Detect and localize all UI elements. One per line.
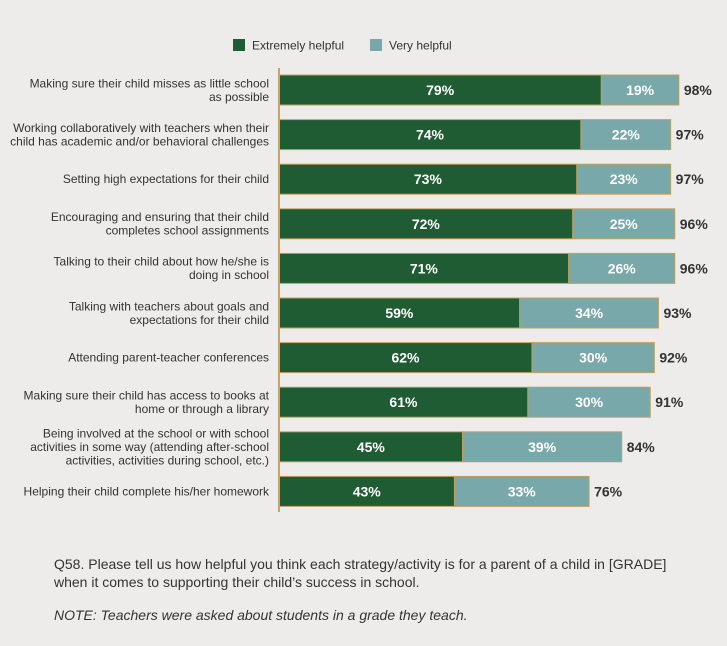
- bar-very-6: [519, 297, 659, 329]
- data-label-extremely-9: 45%: [357, 439, 386, 455]
- data-label-very-9: 39%: [528, 439, 557, 455]
- data-label-very-1: 19%: [626, 82, 655, 98]
- category-label-9: Being involved at the school or with sch…: [30, 426, 269, 467]
- total-label-1: 98%: [684, 82, 713, 98]
- data-label-extremely-3: 73%: [414, 171, 443, 187]
- bar-extremely-1: [278, 74, 602, 106]
- data-label-very-4: 25%: [610, 216, 639, 232]
- legend-label-1: Extremely helpful: [252, 39, 344, 53]
- total-label-3: 97%: [676, 171, 705, 187]
- bar-very-9: [462, 431, 623, 463]
- data-label-extremely-6: 59%: [385, 305, 414, 321]
- legend-label-2: Very helpful: [389, 39, 452, 53]
- bar-very-8: [527, 386, 651, 418]
- bar-very-3: [576, 163, 672, 195]
- data-label-extremely-2: 74%: [416, 127, 445, 143]
- data-label-extremely-4: 72%: [412, 216, 441, 232]
- total-label-5: 96%: [680, 260, 709, 276]
- bar-very-7: [531, 342, 655, 374]
- data-label-very-8: 30%: [575, 394, 604, 410]
- data-label-extremely-10: 43%: [353, 483, 382, 499]
- bar-extremely-10: [278, 475, 455, 507]
- category-label-6: Talking with teachers about goals and exp…: [69, 299, 269, 327]
- data-label-extremely-5: 71%: [410, 260, 439, 276]
- legend-swatch-1: [233, 39, 245, 51]
- category-label-4: Encouraging and ensuring that their chil…: [51, 210, 269, 238]
- data-label-very-6: 34%: [575, 305, 604, 321]
- bar-very-10: [453, 475, 590, 507]
- bar-extremely-3: [278, 163, 578, 195]
- total-label-9: 84%: [627, 439, 656, 455]
- bar-extremely-7: [278, 342, 533, 374]
- data-label-very-10: 33%: [508, 483, 537, 499]
- category-label-10: Helping their child complete his/her hom…: [24, 484, 270, 498]
- note-text: NOTE: Teachers were asked about students…: [54, 607, 468, 623]
- total-label-10: 76%: [594, 483, 623, 499]
- data-label-extremely-1: 79%: [426, 82, 455, 98]
- bar-very-1: [600, 74, 680, 106]
- total-label-8: 91%: [655, 394, 684, 410]
- category-label-7: Attending parent-teacher conferences: [68, 351, 269, 365]
- data-label-very-7: 30%: [579, 350, 608, 366]
- data-label-very-3: 23%: [610, 171, 639, 187]
- total-label-4: 96%: [680, 216, 709, 232]
- category-label-1: Making sure their child misses as little…: [30, 76, 270, 104]
- bar-very-4: [572, 208, 676, 240]
- bar-extremely-4: [278, 208, 574, 240]
- stacked-bar-chart: Extremely helpful Very helpful 79% 19% 98% Ma…: [10, 39, 713, 512]
- total-label-7: 92%: [659, 350, 688, 366]
- data-label-very-5: 26%: [608, 260, 637, 276]
- category-label-2: Working collaboratively with teachers wh…: [10, 121, 269, 149]
- bar-very-2: [580, 119, 672, 151]
- data-label-very-2: 22%: [612, 127, 641, 143]
- category-label-8: Making sure their child has access to bo…: [24, 388, 270, 416]
- data-label-extremely-7: 62%: [391, 350, 420, 366]
- total-label-2: 97%: [676, 127, 705, 143]
- data-label-extremely-8: 61%: [389, 394, 418, 410]
- bar-very-5: [568, 252, 676, 284]
- category-label-5: Talking to their child about how he/she …: [54, 255, 269, 283]
- question-text: Q58. Please tell us how helpful you thin…: [54, 556, 667, 590]
- total-label-6: 93%: [663, 305, 692, 321]
- category-label-3: Setting high expectations for their chil…: [63, 172, 269, 186]
- legend-swatch-2: [370, 39, 382, 51]
- bar-extremely-2: [278, 119, 582, 151]
